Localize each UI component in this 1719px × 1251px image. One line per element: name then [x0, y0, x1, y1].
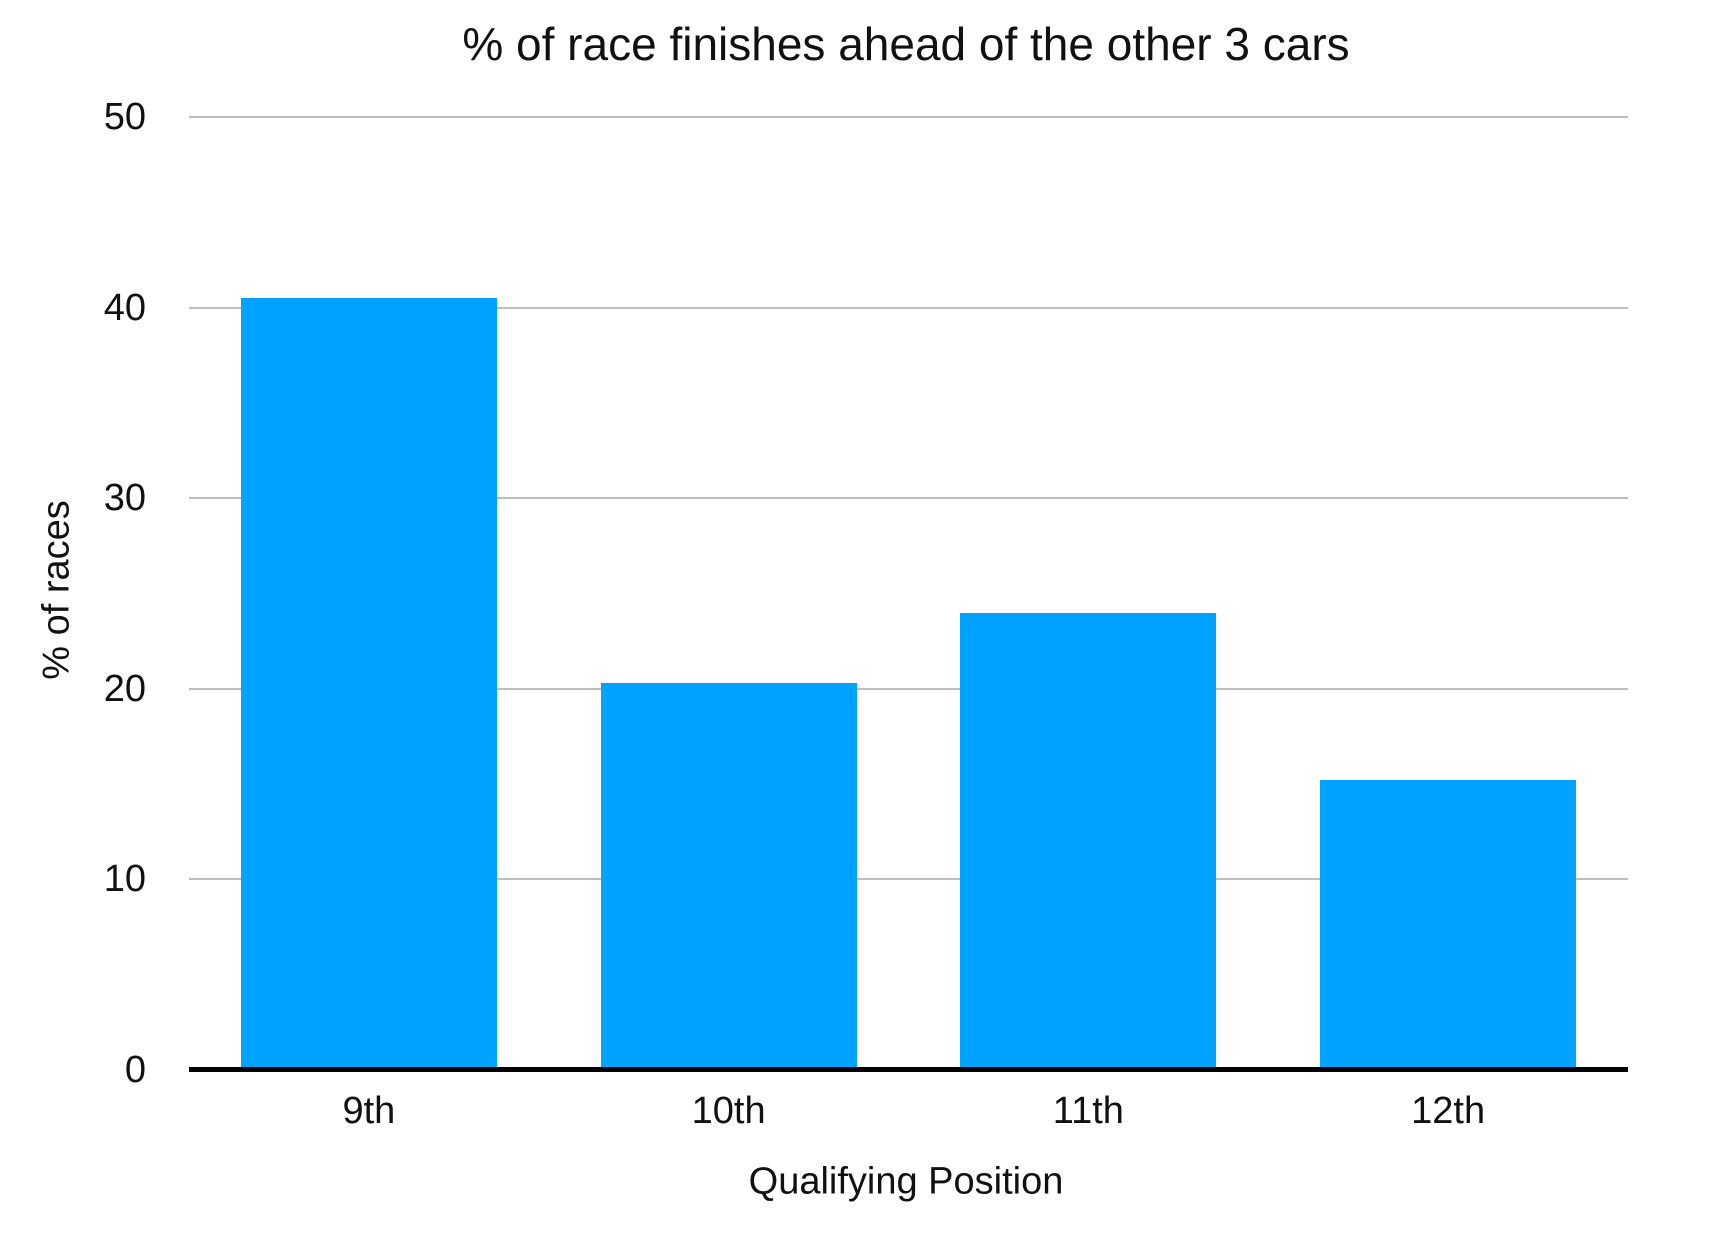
- bar-9th: [240, 298, 497, 1070]
- gridline-20: [189, 687, 1628, 690]
- y-tick-label-0: 0: [124, 1049, 146, 1091]
- gridline-30: [189, 497, 1628, 500]
- x-tick-label-11th: 11th: [1052, 1090, 1124, 1132]
- x-axis-line: [189, 1067, 1628, 1072]
- plot-area: [189, 116, 1628, 1072]
- x-axis-label: Qualifying Position: [748, 1160, 1064, 1203]
- y-tick-label-20: 20: [103, 667, 146, 710]
- gridline-10: [189, 878, 1628, 881]
- y-tick-label-40: 40: [103, 286, 146, 329]
- bar-11th: [960, 612, 1217, 1070]
- x-tick-label-10th: 10th: [691, 1090, 766, 1132]
- y-axis-label: % of races: [35, 500, 78, 680]
- y-tick-label-50: 50: [103, 96, 146, 138]
- y-tick-label-10: 10: [103, 858, 146, 901]
- bar-10th: [600, 683, 857, 1070]
- bar-12th: [1320, 780, 1577, 1070]
- gridline-40: [189, 306, 1628, 309]
- gridline-50: [189, 116, 1628, 118]
- chart-title: % of race finishes ahead of the other 3 …: [462, 18, 1350, 70]
- x-tick-label-12th: 12th: [1411, 1090, 1486, 1132]
- x-tick-label-9th: 9th: [342, 1090, 396, 1132]
- y-tick-label-30: 30: [103, 477, 146, 520]
